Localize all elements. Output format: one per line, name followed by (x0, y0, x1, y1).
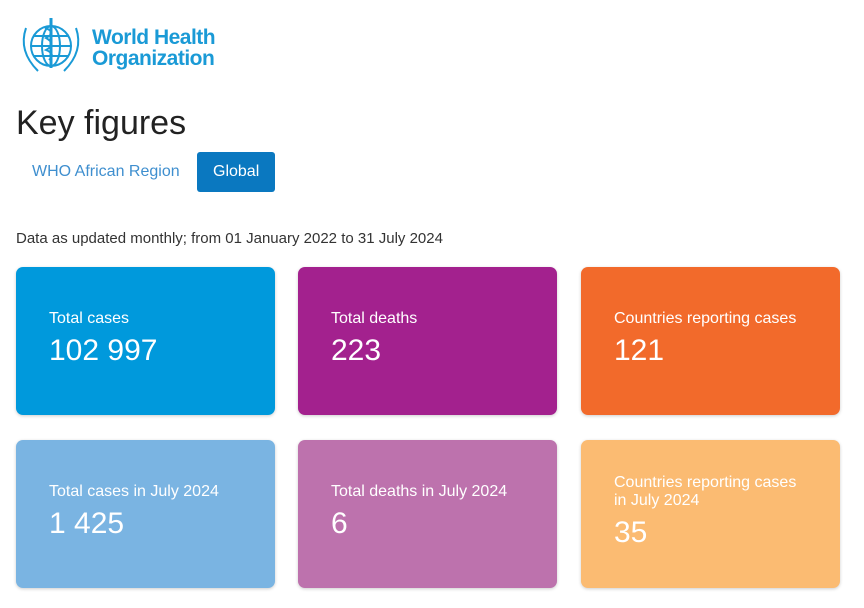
card-value: 102 997 (49, 334, 158, 367)
tab-who-african-region[interactable]: WHO African Region (32, 163, 180, 180)
card-cases-july: Total cases in July 2024 1 425 (16, 440, 275, 588)
card-value: 121 (614, 334, 665, 367)
card-total-deaths: Total deaths 223 (298, 267, 557, 415)
card-label: Total deaths in July 2024 (331, 483, 508, 500)
card-label: Total cases (49, 310, 130, 327)
page-title: Key figures (16, 104, 187, 142)
card-label: Countries reporting cases (614, 310, 797, 327)
card-label: Total deaths (331, 310, 418, 327)
card-total-cases: Total cases 102 997 (16, 267, 275, 415)
tab-global[interactable]: Global (197, 152, 276, 192)
who-logo[interactable]: World Health Organization (16, 16, 216, 80)
card-value: 35 (614, 516, 648, 549)
who-emblem-icon (22, 18, 80, 72)
card-countries-reporting: Countries reporting cases 121 (581, 267, 840, 415)
card-label: Total cases in July 2024 (49, 483, 219, 500)
card-value: 1 425 (49, 507, 125, 540)
card-value: 6 (331, 507, 348, 540)
card-countries-july: Countries reporting cases in July 2024 35 (581, 440, 840, 588)
logo-line-2: Organization (92, 47, 215, 70)
data-update-note: Data as updated monthly; from 01 January… (16, 230, 443, 247)
card-label: Countries reporting cases in July 2024 (614, 474, 797, 509)
logo-line-1: World Health (92, 26, 216, 49)
card-deaths-july: Total deaths in July 2024 6 (298, 440, 557, 588)
card-value: 223 (331, 334, 382, 367)
